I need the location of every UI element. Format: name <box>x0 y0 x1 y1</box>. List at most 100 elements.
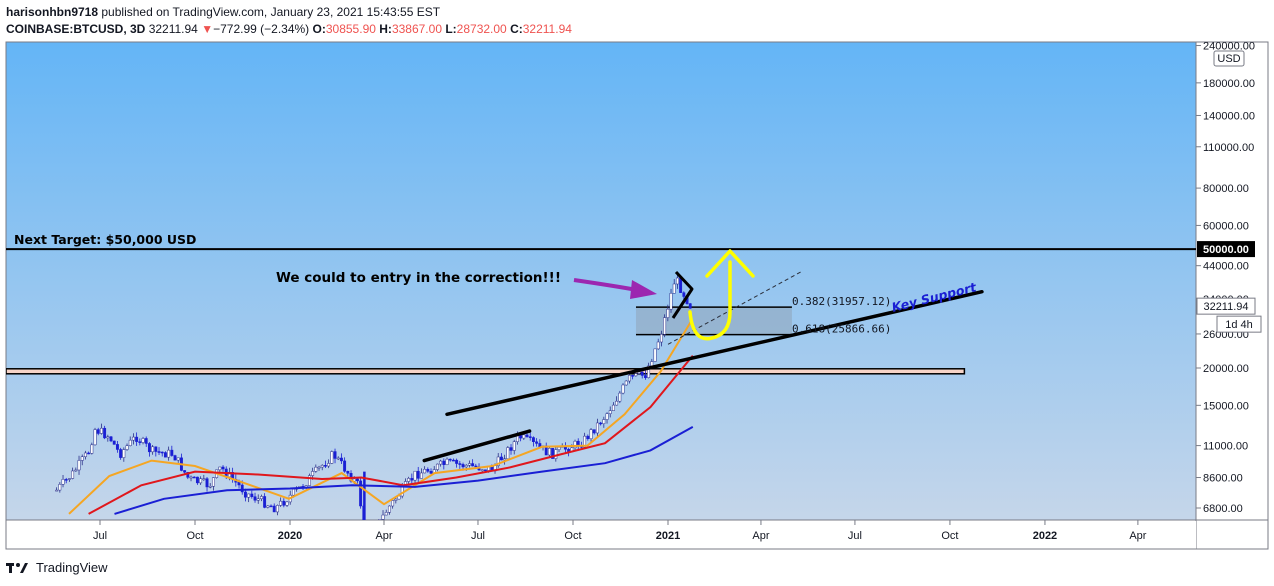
candle-body[interactable] <box>589 429 593 439</box>
candle-body[interactable] <box>125 445 129 450</box>
candle-body[interactable] <box>643 375 647 378</box>
candle-body[interactable] <box>259 496 263 500</box>
candle-body[interactable] <box>240 484 244 493</box>
candle-body[interactable] <box>631 375 635 377</box>
candle-body[interactable] <box>519 435 523 439</box>
currency-badge[interactable] <box>1213 50 1245 67</box>
candle-body[interactable] <box>547 448 551 456</box>
candle-body[interactable] <box>627 375 631 382</box>
candle-body[interactable] <box>599 422 603 425</box>
candle-body[interactable] <box>663 317 667 335</box>
candle-body[interactable] <box>640 371 644 376</box>
candle-body[interactable] <box>71 470 75 479</box>
candle-body[interactable] <box>205 478 209 488</box>
candle-body[interactable] <box>618 392 622 402</box>
candle-body[interactable] <box>58 484 62 491</box>
candle-body[interactable] <box>503 458 507 461</box>
candle-body[interactable] <box>96 429 100 434</box>
candle-body[interactable] <box>93 429 97 446</box>
candle-body[interactable] <box>659 334 663 343</box>
moving-average-line[interactable] <box>88 354 694 515</box>
candle-body[interactable] <box>602 419 606 425</box>
candle-body[interactable] <box>64 479 68 481</box>
candle-body[interactable] <box>138 441 142 443</box>
candle-body[interactable] <box>173 455 177 461</box>
moving-average-line[interactable] <box>68 321 692 515</box>
candle-body[interactable] <box>131 436 135 441</box>
candle-body[interactable] <box>186 471 190 478</box>
candle-body[interactable] <box>442 460 446 465</box>
price-axis[interactable] <box>1196 42 1268 520</box>
candle-body[interactable] <box>202 478 206 480</box>
candle-body[interactable] <box>330 451 334 464</box>
candle-body[interactable] <box>499 456 503 461</box>
candle-body[interactable] <box>419 472 423 479</box>
candle-body[interactable] <box>551 448 555 459</box>
candle-body[interactable] <box>218 466 222 471</box>
candle-body[interactable] <box>87 452 91 455</box>
candle-body[interactable] <box>80 456 84 461</box>
candle-body[interactable] <box>688 303 692 309</box>
candle-body[interactable] <box>211 477 215 487</box>
resistance-zone-line[interactable] <box>6 368 966 375</box>
candle-body[interactable] <box>163 452 167 458</box>
candle-body[interactable] <box>83 452 87 457</box>
candle-body[interactable] <box>314 466 318 472</box>
candle-body[interactable] <box>90 444 94 454</box>
candle-body[interactable] <box>483 469 487 472</box>
candle-body[interactable] <box>525 434 529 437</box>
candle-body[interactable] <box>451 459 455 462</box>
footer-brand[interactable]: TradingView <box>6 560 108 575</box>
candle-body[interactable] <box>176 457 180 461</box>
candle-body[interactable] <box>160 451 164 454</box>
candle-body[interactable] <box>650 361 654 367</box>
candle-body[interactable] <box>471 463 475 467</box>
upper-channel-trendline[interactable] <box>422 429 532 463</box>
candle-body[interactable] <box>512 441 516 451</box>
candle-body[interactable] <box>144 438 148 444</box>
candle-body[interactable] <box>595 422 599 434</box>
candle-body[interactable] <box>583 435 587 448</box>
candle-body[interactable] <box>112 440 116 445</box>
candle-body[interactable] <box>74 469 78 472</box>
time-axis[interactable] <box>6 521 1196 549</box>
candle-body[interactable] <box>192 476 196 479</box>
candle-body[interactable] <box>464 464 468 468</box>
candle-body[interactable] <box>656 341 660 350</box>
candle-body[interactable] <box>407 478 411 482</box>
candle-body[interactable] <box>480 469 484 472</box>
candle-body[interactable] <box>528 436 532 438</box>
candle-body[interactable] <box>410 478 414 481</box>
candle-body[interactable] <box>189 476 193 479</box>
candle-body[interactable] <box>615 400 619 406</box>
candle-body[interactable] <box>247 493 251 498</box>
candle-body[interactable] <box>253 496 257 501</box>
candle-body[interactable] <box>339 457 343 462</box>
candle-body[interactable] <box>183 470 187 473</box>
candle-body[interactable] <box>135 436 139 442</box>
candle-body[interactable] <box>199 478 203 484</box>
candle-body[interactable] <box>435 463 439 470</box>
moving-average-line[interactable] <box>114 426 694 515</box>
candle-body[interactable] <box>378 519 382 531</box>
candle-body[interactable] <box>455 459 459 464</box>
candle-body[interactable] <box>208 486 212 488</box>
candle-body[interactable] <box>55 489 59 492</box>
candle-body[interactable] <box>336 457 340 460</box>
candle-body[interactable] <box>320 465 324 468</box>
candle-body[interactable] <box>157 451 161 453</box>
candle-body[interactable] <box>458 463 462 465</box>
candle-body[interactable] <box>343 460 347 472</box>
candle-body[interactable] <box>586 435 590 439</box>
candle-body[interactable] <box>128 439 132 446</box>
candle-body[interactable] <box>323 465 327 467</box>
candle-body[interactable] <box>381 514 385 520</box>
candle-body[interactable] <box>429 471 433 474</box>
candle-body[interactable] <box>496 456 500 466</box>
candle-body[interactable] <box>448 458 452 461</box>
symbol-label[interactable]: COINBASE:BTCUSD, 3D <box>6 22 146 36</box>
candle-body[interactable] <box>243 491 247 498</box>
candle-body[interactable] <box>394 498 398 501</box>
author-name[interactable]: harisonhbn9718 <box>6 5 99 19</box>
candle-body[interactable] <box>384 512 388 516</box>
